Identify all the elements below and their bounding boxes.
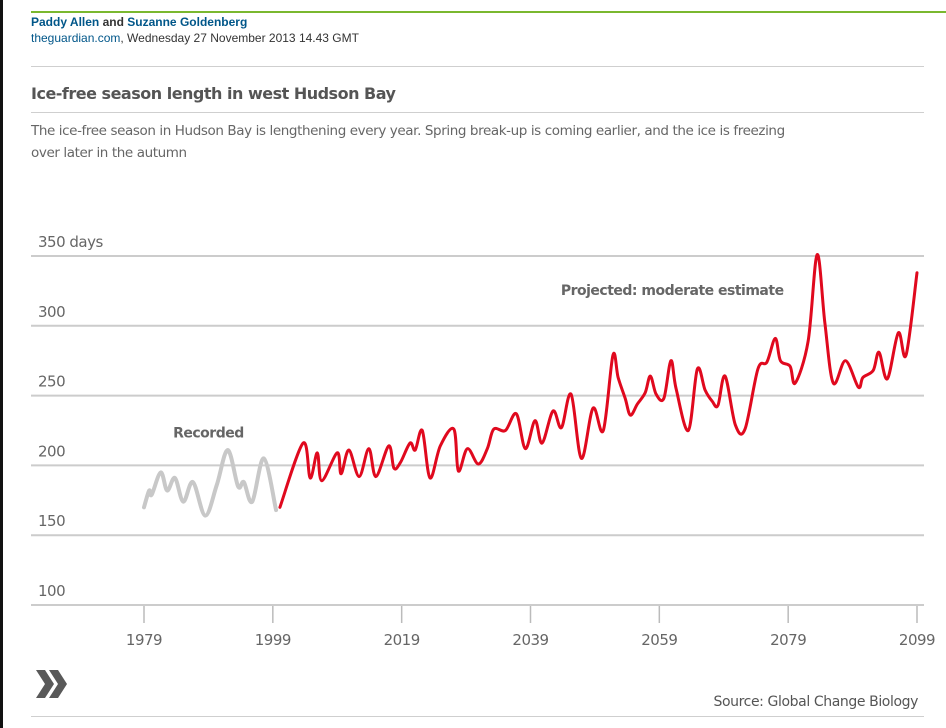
x-tick-label: 2039 <box>512 631 548 649</box>
dateline: theguardian.com, Wednesday 27 November 2… <box>31 31 359 45</box>
divider <box>31 112 924 113</box>
series-lines <box>142 253 919 518</box>
chart-title: Ice-free season length in west Hudson Ba… <box>31 84 396 103</box>
x-axis: 1979 1999 2019 2039 2059 2079 2099 <box>126 606 936 649</box>
window-left-border <box>0 0 3 728</box>
accent-rule <box>31 11 946 13</box>
more-button[interactable] <box>34 668 70 704</box>
recorded-label: Recorded <box>173 425 244 441</box>
recorded-line <box>142 448 279 518</box>
y-axis-labels: 100 150 200 250 300 350 days <box>38 233 104 600</box>
chart-description: The ice-free season in Hudson Bay is len… <box>31 123 785 161</box>
projected-label: Projected: moderate estimate <box>561 283 784 299</box>
divider <box>31 66 924 67</box>
x-tick-label: 2099 <box>899 631 935 649</box>
x-tick-label: 2059 <box>641 631 677 649</box>
y-tick-label: 300 <box>38 303 65 321</box>
byline-and: and <box>99 15 128 29</box>
x-tick-label: 1979 <box>126 631 162 649</box>
author-link-1[interactable]: Paddy Allen <box>31 15 100 29</box>
series-labels: Recorded Projected: moderate estimate <box>173 283 784 441</box>
byline: Paddy Allen and Suzanne Goldenberg <box>31 15 247 29</box>
author-link-2[interactable]: Suzanne Goldenberg <box>127 15 248 29</box>
x-tick-label: 1999 <box>255 631 291 649</box>
x-tick-label: 2079 <box>770 631 806 649</box>
y-tick-label: 250 <box>38 373 65 391</box>
gridlines <box>31 255 924 606</box>
y-tick-label: 350 days <box>38 233 103 251</box>
y-tick-label: 150 <box>38 512 65 530</box>
x-tick-label: 2019 <box>384 631 420 649</box>
y-tick-label: 100 <box>38 582 65 600</box>
divider <box>31 716 924 717</box>
source-note: Source: Global Change Biology <box>713 694 919 710</box>
publish-date: , Wednesday 27 November 2013 14.43 GMT <box>120 31 359 45</box>
y-tick-label: 200 <box>38 442 65 460</box>
site-link[interactable]: theguardian.com <box>31 31 121 45</box>
projected-line <box>278 253 919 509</box>
double-chevron-right-icon <box>36 670 67 698</box>
